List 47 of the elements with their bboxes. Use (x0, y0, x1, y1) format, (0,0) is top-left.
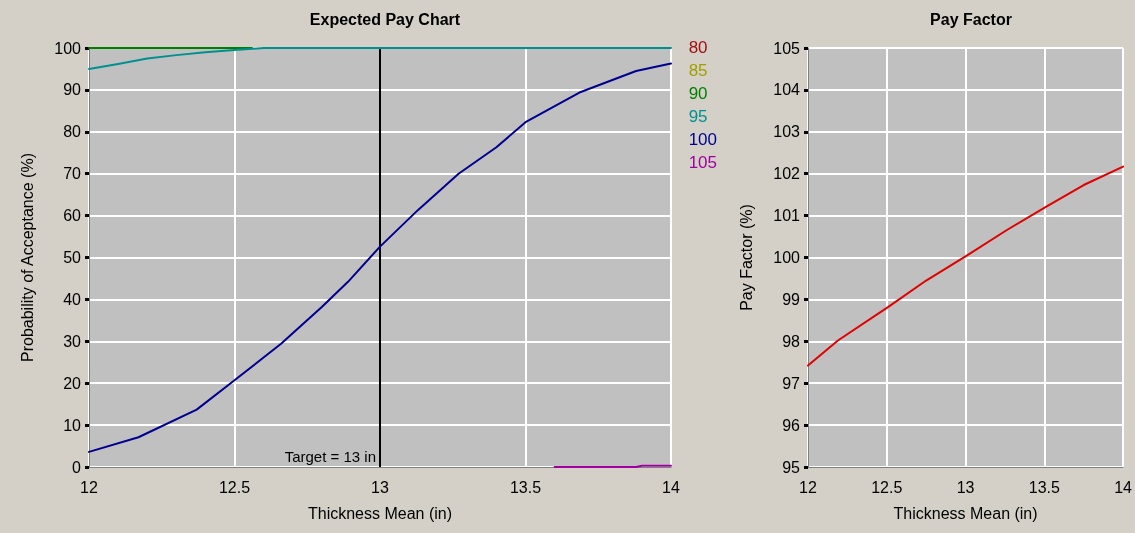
x-tick-label: 13 (956, 478, 975, 496)
y-tick-label: 10 (63, 416, 82, 434)
x-tick-label: 13 (371, 478, 389, 496)
x-tick-label: 13.5 (1028, 478, 1060, 496)
ref-line-label: Target = 13 in (284, 447, 376, 465)
y-tick-label: 95 (782, 458, 801, 476)
x-tick-label: 12 (80, 478, 98, 496)
y-tick-label: 60 (63, 207, 82, 225)
y-tick-label: 100 (773, 249, 801, 266)
text: 105 (688, 153, 718, 172)
x-tick-label: 14 (1114, 478, 1133, 496)
x-tick-label: 12 (799, 478, 817, 496)
y-tick-label: 20 (63, 374, 82, 392)
text: 95 (688, 107, 708, 126)
y-tick-label: 102 (773, 165, 801, 183)
y-tick-label: 90 (63, 81, 82, 99)
y-tick-label: 97 (782, 374, 801, 392)
x-tick-label: 12.5 (871, 478, 903, 496)
x-axis-title: Thickness Mean (in) (893, 504, 1038, 522)
y-tick-label: 0 (72, 458, 82, 476)
y-axis-title: Probability of Acceptance (%) (18, 153, 36, 362)
y-tick-label: 96 (782, 416, 801, 434)
x-axis-title: Thickness Mean (in) (307, 504, 453, 522)
chart-title: Pay Factor (930, 10, 1012, 28)
y-tick-label: 80 (63, 123, 82, 141)
y-tick-label: 101 (773, 207, 801, 225)
line-series (807, 165, 1125, 367)
y-tick-label: 98 (782, 332, 801, 350)
y-tick-label: 50 (63, 249, 82, 266)
legend-label: 80 (688, 38, 708, 57)
y-tick-label: 30 (63, 332, 82, 350)
y-tick-label: 99 (782, 290, 801, 308)
y-tick-label: 40 (63, 290, 82, 308)
y-tick-label: 105 (773, 39, 801, 57)
y-tick-label: 104 (773, 81, 801, 99)
legend-label: 85 (688, 61, 708, 80)
x-tick-label: 13.5 (509, 478, 542, 496)
line-series (88, 62, 672, 453)
chart-title: Expected Pay Chart (309, 10, 461, 28)
y-tick-label: 70 (63, 165, 82, 183)
y-tick-label: 103 (773, 123, 801, 141)
text: 90 (688, 84, 708, 103)
x-tick-label: 12.5 (218, 478, 251, 496)
x-tick-label: 14 (662, 478, 680, 496)
y-axis-title: Pay Factor (%) (737, 204, 755, 311)
y-tick-label: 100 (54, 39, 82, 57)
text: 100 (688, 130, 718, 149)
